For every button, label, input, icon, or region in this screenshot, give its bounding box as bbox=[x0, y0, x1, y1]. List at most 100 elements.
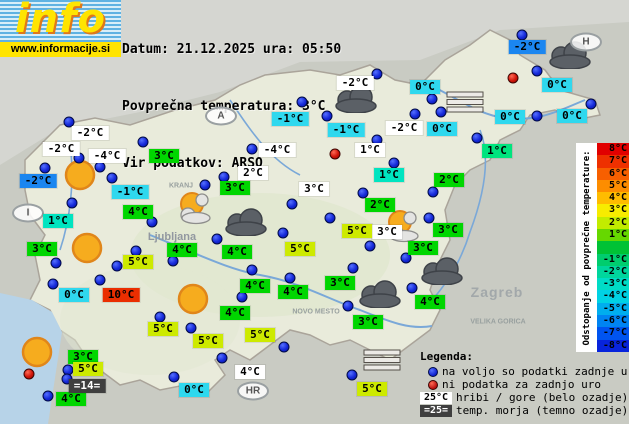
temp-label[interactable]: 4°C bbox=[240, 279, 270, 293]
station-dot[interactable] bbox=[364, 240, 376, 252]
temp-label[interactable]: 4°C bbox=[278, 285, 308, 299]
station-dot-no-data[interactable] bbox=[329, 148, 341, 160]
station-dot[interactable] bbox=[42, 390, 54, 402]
temp-label[interactable]: -4°C bbox=[88, 149, 126, 163]
station-dot[interactable] bbox=[409, 108, 421, 120]
temp-label[interactable]: 0°C bbox=[542, 78, 572, 92]
temp-label[interactable]: 3°C bbox=[433, 223, 463, 237]
temp-label[interactable]: -2°C bbox=[385, 121, 423, 135]
temp-label[interactable]: 3°C bbox=[325, 276, 355, 290]
station-dot[interactable] bbox=[284, 272, 296, 284]
temp-label[interactable]: 3°C bbox=[68, 350, 98, 364]
station-dot[interactable] bbox=[94, 274, 106, 286]
station-dot[interactable] bbox=[216, 352, 228, 364]
temp-label[interactable]: -4°C bbox=[258, 143, 296, 157]
station-dot[interactable] bbox=[531, 110, 543, 122]
station-dot[interactable] bbox=[199, 179, 211, 191]
temp-label[interactable]: 0°C bbox=[59, 288, 89, 302]
temp-label[interactable]: 5°C bbox=[193, 334, 223, 348]
temp-label[interactable]: 0°C bbox=[495, 110, 525, 124]
station-dot[interactable] bbox=[111, 260, 123, 272]
temp-label[interactable]: 0°C bbox=[179, 383, 209, 397]
temp-label[interactable]: 2°C bbox=[365, 198, 395, 212]
temp-label[interactable]: 4°C bbox=[167, 243, 197, 257]
station-dot-no-data[interactable] bbox=[23, 368, 35, 380]
station-dot[interactable] bbox=[388, 157, 400, 169]
station-dot[interactable] bbox=[94, 161, 106, 173]
station-dot[interactable] bbox=[516, 29, 528, 41]
station-dot[interactable] bbox=[286, 198, 298, 210]
temp-label[interactable]: 2°C bbox=[434, 173, 464, 187]
station-dot[interactable] bbox=[324, 212, 336, 224]
station-dot[interactable] bbox=[296, 96, 308, 108]
station-dot-no-data[interactable] bbox=[507, 72, 519, 84]
temp-label[interactable]: 5°C bbox=[148, 322, 178, 336]
station-dot[interactable] bbox=[246, 264, 258, 276]
temp-label[interactable]: 1°C bbox=[374, 168, 404, 182]
temp-label[interactable]: 3°C bbox=[27, 242, 57, 256]
station-dot[interactable] bbox=[106, 172, 118, 184]
station-dot[interactable] bbox=[342, 300, 354, 312]
station-dot[interactable] bbox=[471, 132, 483, 144]
temp-label[interactable]: 10°C bbox=[102, 288, 140, 302]
temp-label[interactable]: 4°C bbox=[222, 245, 252, 259]
temp-label[interactable]: =14= bbox=[68, 379, 106, 393]
temp-label[interactable]: -1°C bbox=[111, 185, 149, 199]
temp-label[interactable]: 4°C bbox=[235, 365, 265, 379]
temp-label[interactable]: 0°C bbox=[427, 122, 457, 136]
station-dot[interactable] bbox=[346, 369, 358, 381]
temp-label[interactable]: 4°C bbox=[123, 205, 153, 219]
station-dot[interactable] bbox=[531, 65, 543, 77]
temp-label[interactable]: 4°C bbox=[56, 392, 86, 406]
temp-label[interactable]: 3°C bbox=[220, 181, 250, 195]
temp-label[interactable]: -2°C bbox=[508, 40, 546, 54]
site-logo[interactable]: info www.informacije.si bbox=[0, 0, 121, 57]
temp-label[interactable]: -2°C bbox=[71, 126, 109, 140]
station-dot[interactable] bbox=[167, 255, 179, 267]
station-dot[interactable] bbox=[426, 93, 438, 105]
station-dot[interactable] bbox=[400, 252, 412, 264]
station-dot[interactable] bbox=[236, 291, 248, 303]
station-dot[interactable] bbox=[347, 262, 359, 274]
station-dot[interactable] bbox=[50, 257, 62, 269]
temp-label[interactable]: 5°C bbox=[285, 242, 315, 256]
station-dot[interactable] bbox=[185, 322, 197, 334]
temp-label[interactable]: 3°C bbox=[299, 182, 329, 196]
station-dot[interactable] bbox=[321, 110, 333, 122]
station-dot[interactable] bbox=[585, 98, 597, 110]
station-dot[interactable] bbox=[435, 106, 447, 118]
temp-label[interactable]: 3°C bbox=[149, 149, 179, 163]
station-dot[interactable] bbox=[211, 233, 223, 245]
station-dot[interactable] bbox=[63, 116, 75, 128]
temp-label[interactable]: -2°C bbox=[336, 76, 374, 90]
temp-label[interactable]: 0°C bbox=[410, 80, 440, 94]
temp-label[interactable]: 1°C bbox=[482, 144, 512, 158]
temp-label[interactable]: 3°C bbox=[372, 225, 402, 239]
temp-label[interactable]: -2°C bbox=[42, 142, 80, 156]
temp-label[interactable]: 5°C bbox=[123, 255, 153, 269]
temp-label[interactable]: 5°C bbox=[342, 224, 372, 238]
station-dot[interactable] bbox=[137, 136, 149, 148]
station-dot[interactable] bbox=[168, 371, 180, 383]
station-dot[interactable] bbox=[371, 68, 383, 80]
temp-label[interactable]: 3°C bbox=[353, 315, 383, 329]
station-dot[interactable] bbox=[39, 162, 51, 174]
station-dot[interactable] bbox=[154, 311, 166, 323]
station-dot[interactable] bbox=[277, 227, 289, 239]
temp-label[interactable]: 0°C bbox=[557, 109, 587, 123]
temp-label[interactable]: 5°C bbox=[73, 362, 103, 376]
station-dot[interactable] bbox=[423, 212, 435, 224]
temp-label[interactable]: 5°C bbox=[357, 382, 387, 396]
station-dot[interactable] bbox=[47, 278, 59, 290]
station-dot[interactable] bbox=[246, 143, 258, 155]
temp-label[interactable]: -2°C bbox=[19, 174, 57, 188]
station-dot[interactable] bbox=[406, 282, 418, 294]
temp-label[interactable]: -1°C bbox=[327, 123, 365, 137]
temp-label[interactable]: 2°C bbox=[238, 166, 268, 180]
station-dot[interactable] bbox=[357, 187, 369, 199]
station-dot[interactable] bbox=[278, 341, 290, 353]
temp-label[interactable]: 4°C bbox=[415, 295, 445, 309]
logo-url[interactable]: www.informacije.si bbox=[0, 42, 121, 57]
temp-label[interactable]: 5°C bbox=[245, 328, 275, 342]
station-dot[interactable] bbox=[66, 197, 78, 209]
